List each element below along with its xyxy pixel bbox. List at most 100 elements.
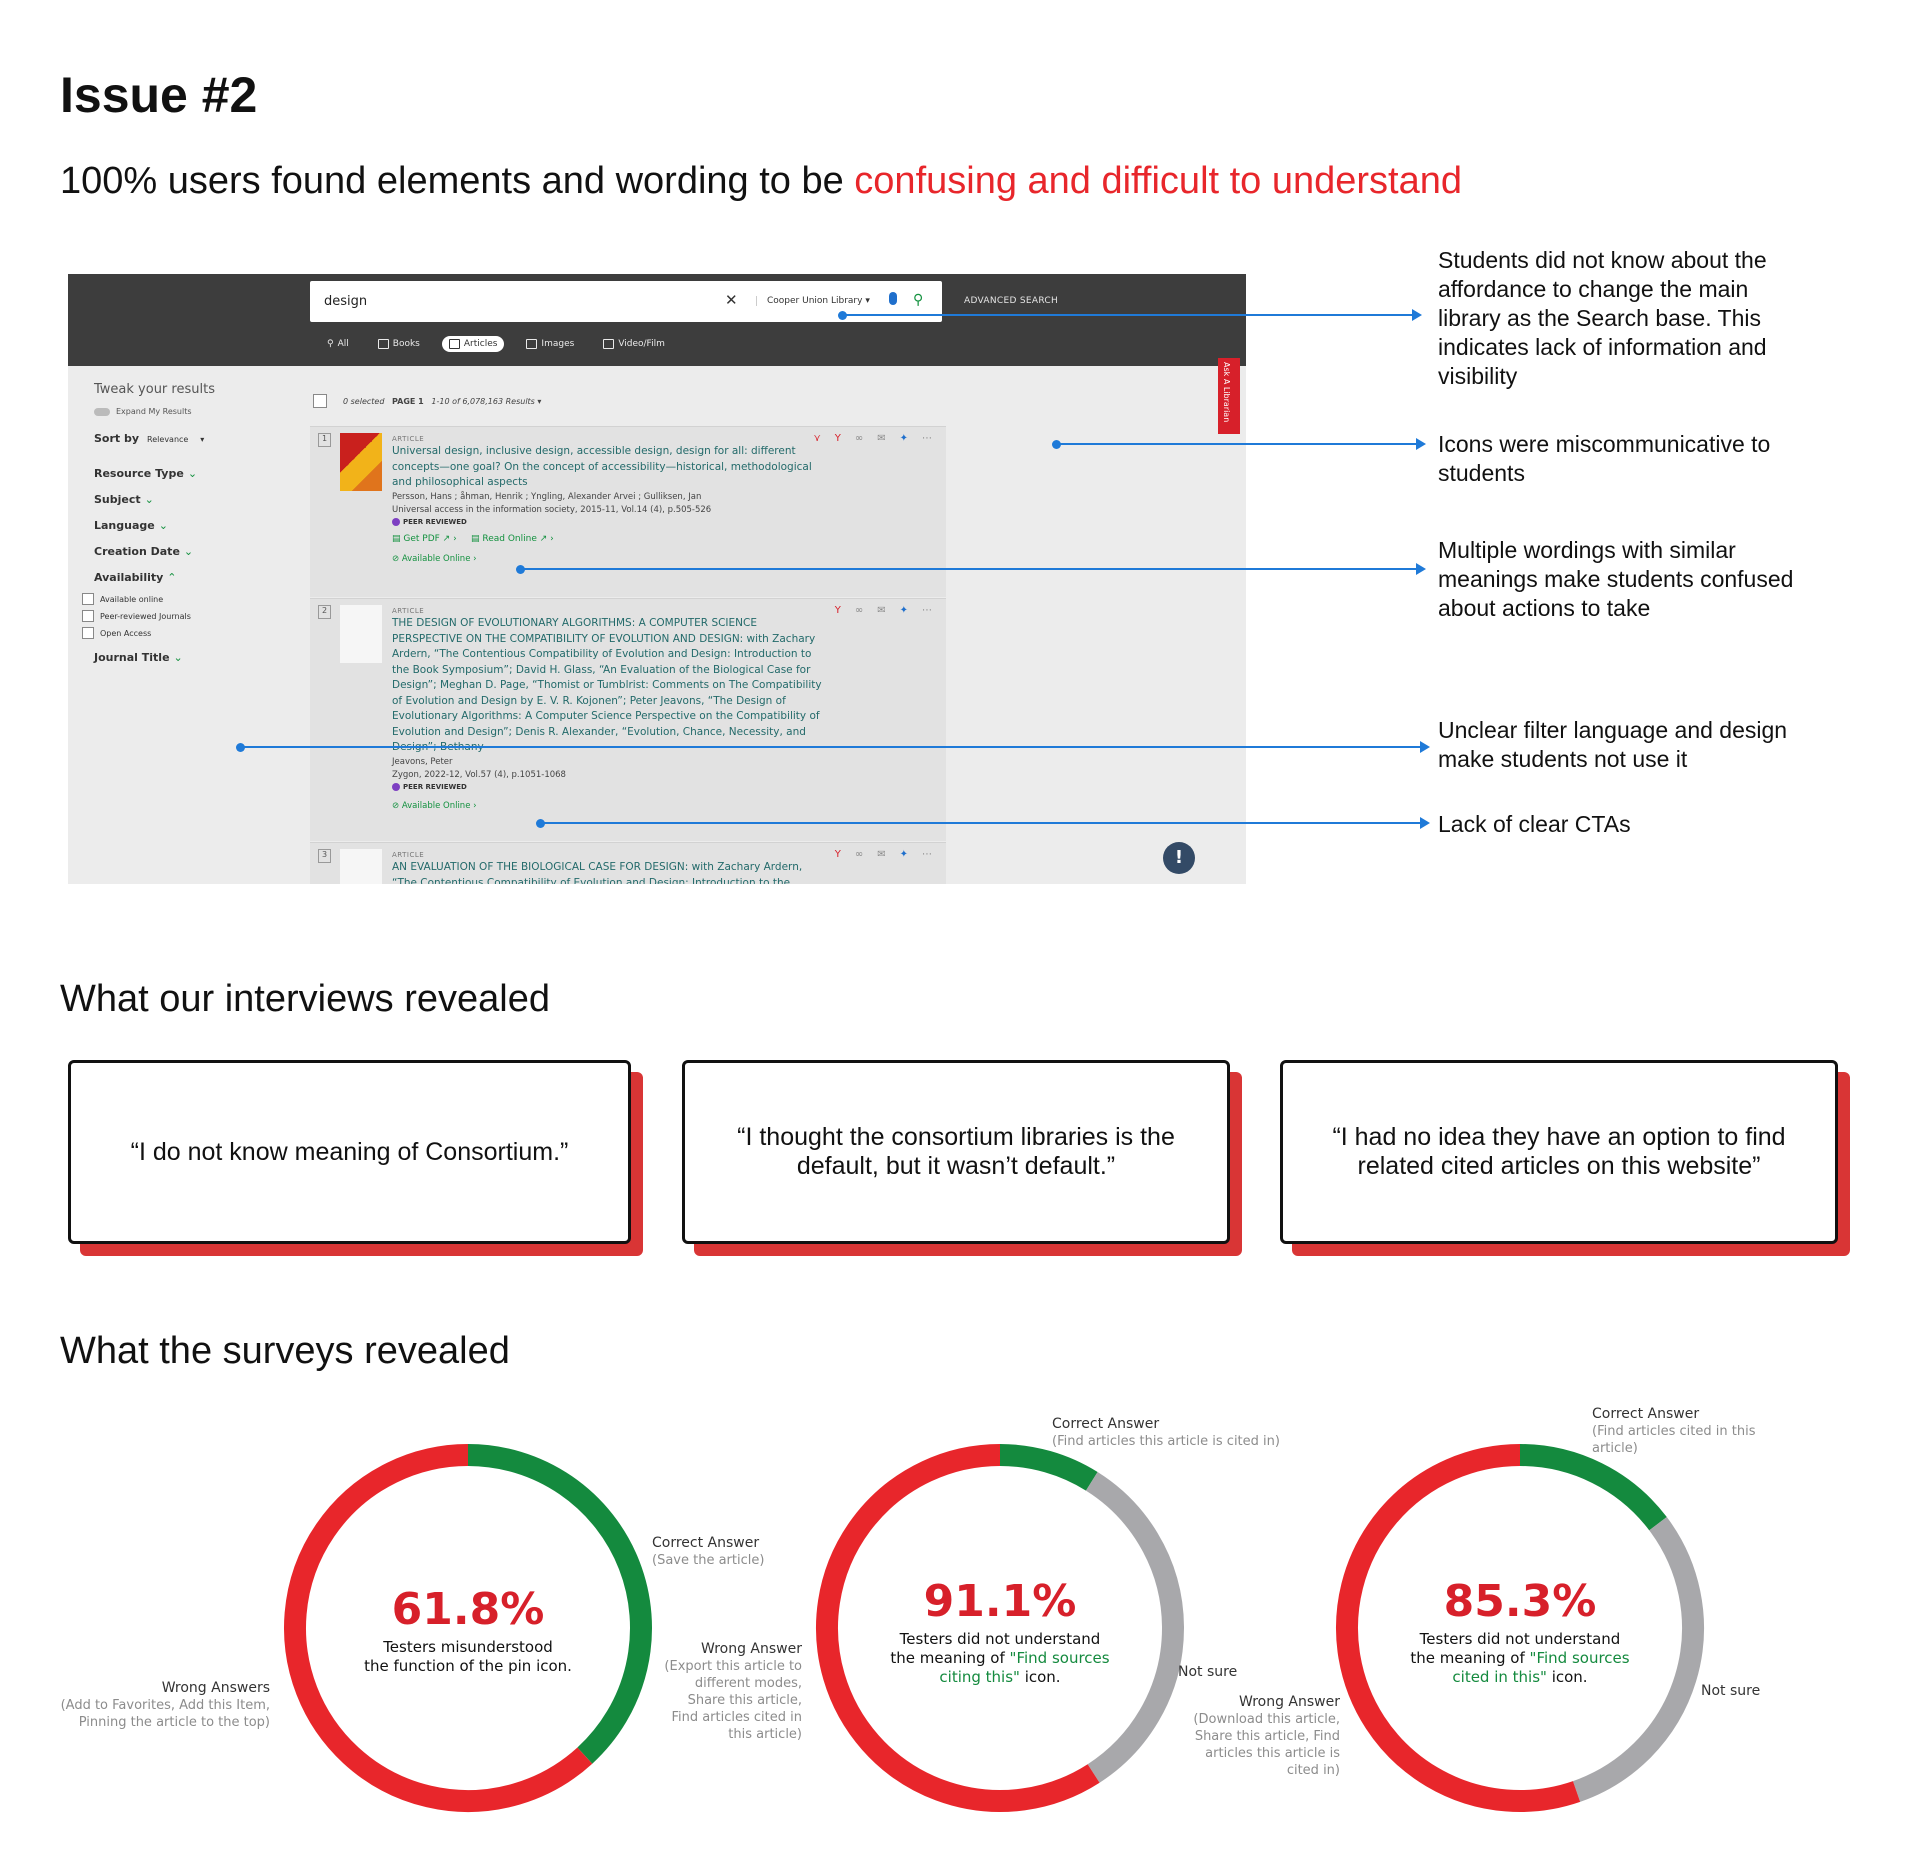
donut-chart-citing-icon xyxy=(816,1444,1184,1812)
annotation-note: Unclear filter language and design make … xyxy=(1438,717,1788,772)
feedback-button[interactable]: ! xyxy=(1163,842,1195,874)
tab-all[interactable]: ⚲ All xyxy=(320,336,356,352)
result-title[interactable]: Universal design, inclusive design, acce… xyxy=(392,445,812,488)
desc-line: the meaning of xyxy=(890,1649,1010,1667)
select-all-checkbox[interactable] xyxy=(313,394,327,408)
citing-icon[interactable]: Y xyxy=(834,605,841,616)
microphone-icon[interactable] xyxy=(889,292,897,305)
annotation-note: Students did not know about the affordan… xyxy=(1438,247,1767,389)
desc-line: icon. xyxy=(1019,1668,1061,1686)
tab-articles[interactable]: Articles xyxy=(441,336,505,352)
close-icon[interactable]: ✕ xyxy=(725,291,738,309)
result-thumbnail[interactable] xyxy=(340,433,382,491)
more-icon[interactable]: ⋯ xyxy=(922,433,932,444)
filter-peer-reviewed[interactable]: Peer-reviewed Journals xyxy=(82,610,215,622)
label-title: Correct Answer xyxy=(1592,1406,1700,1422)
video-icon xyxy=(603,339,615,349)
email-icon[interactable]: ✉ xyxy=(877,605,886,616)
facet-journal-title[interactable]: Journal Title ⌄ xyxy=(94,651,215,664)
filter-open-access[interactable]: Open Access xyxy=(82,627,215,639)
book-icon xyxy=(377,339,389,349)
sort-by[interactable]: Sort by Relevance ▾ xyxy=(94,432,215,445)
citing-icon[interactable]: Y xyxy=(834,849,841,860)
pin-icon[interactable]: ✦ xyxy=(899,605,908,616)
ask-librarian-button[interactable]: Ask A Librarian xyxy=(1218,358,1240,434)
tab-images[interactable]: Images xyxy=(519,336,581,352)
result-actions: Y ∞ ✉ ✦ ⋯ xyxy=(835,849,932,860)
search-icon: ⚲ xyxy=(327,339,334,349)
facet-availability[interactable]: Availability ⌃ xyxy=(94,571,215,584)
more-icon[interactable]: ⋯ xyxy=(922,605,932,616)
facet-resource-type[interactable]: Resource Type ⌄ xyxy=(94,467,215,480)
search-icon[interactable]: ⚲ xyxy=(913,292,924,308)
label-title: Wrong Answer xyxy=(700,1641,802,1657)
result-count[interactable]: 1-10 of 6,078,163 Results xyxy=(431,397,535,406)
annotation-connector xyxy=(536,817,1430,829)
label-wrong-answer: Wrong Answer (Download this article, Shar… xyxy=(1180,1694,1340,1779)
donut-description: Testers misunderstood the function of the… xyxy=(330,1638,606,1676)
read-online-link[interactable]: ▤ Read Online ↗ › xyxy=(471,533,554,544)
result-title[interactable]: THE DESIGN OF EVOLUTIONARY ALGORITHMS: A… xyxy=(392,617,822,753)
result-card[interactable]: 1 ⋎ Y ∞ ✉ ✦ ⋯ ARTICLE Universal design, inclu… xyxy=(310,426,946,597)
toggle-icon[interactable] xyxy=(94,407,110,416)
annotation-note: Icons were miscommunicative to students xyxy=(1438,431,1771,486)
pin-icon[interactable]: ✦ xyxy=(899,849,908,860)
donut-chart-cited-icon xyxy=(1336,1444,1704,1812)
tab-video[interactable]: Video/Film xyxy=(596,336,672,352)
result-source: Zygon, 2022-12, Vol.57 (4), p.1051-1068 xyxy=(392,769,566,780)
facet-subject[interactable]: Subject ⌄ xyxy=(94,493,215,506)
get-pdf-label: Get PDF xyxy=(403,533,440,544)
link-icon[interactable]: ∞ xyxy=(854,433,864,444)
checkbox[interactable] xyxy=(82,593,94,605)
more-icon[interactable]: ⋯ xyxy=(922,849,932,860)
quote-text: “I had no idea they have an option to fi… xyxy=(1280,1060,1838,1244)
facet-language[interactable]: Language ⌄ xyxy=(94,519,215,532)
annotation-connector xyxy=(516,563,1426,575)
library-scope-dropdown[interactable]: Cooper Union Library ▾ xyxy=(756,296,870,306)
email-icon[interactable]: ✉ xyxy=(877,433,886,444)
facet-creation-date[interactable]: Creation Date ⌄ xyxy=(94,545,215,558)
result-type: ARTICLE xyxy=(392,851,425,859)
available-online-link[interactable]: ⊘ Available Online › xyxy=(392,800,477,811)
interviews-heading: What our interviews revealed xyxy=(60,978,550,1020)
sort-label: Sort by xyxy=(94,432,140,445)
desc-line: Testers did not understand xyxy=(1419,1630,1621,1648)
tab-books[interactable]: Books xyxy=(371,336,427,352)
ask-librarian-label: Ask A Librarian xyxy=(1222,362,1231,423)
result-authors: Jeavons, Peter xyxy=(392,756,453,767)
cited-by-icon[interactable]: ⋎ xyxy=(813,433,821,444)
available-online-link[interactable]: ⊘ Available Online › xyxy=(392,553,477,564)
get-pdf-link[interactable]: ▤ Get PDF ↗ › xyxy=(392,533,457,544)
result-thumbnail[interactable] xyxy=(340,849,382,884)
checkbox[interactable] xyxy=(82,610,94,622)
chevron-down-icon: ⌄ xyxy=(158,519,168,532)
sort-value[interactable]: Relevance xyxy=(147,435,189,444)
citing-icon[interactable]: Y xyxy=(834,433,841,444)
checkbox[interactable] xyxy=(82,627,94,639)
quote-text: “I do not know meaning of Consortium.” xyxy=(68,1060,631,1244)
search-bar[interactable]: design ✕ Cooper Union Library ▾ ⚲ xyxy=(310,281,942,322)
facet-label: Journal Title xyxy=(94,651,170,664)
result-card[interactable]: 3 Y ∞ ✉ ✦ ⋯ ARTICLE AN EVALUATION OF THE BIO… xyxy=(310,842,946,884)
email-icon[interactable]: ✉ xyxy=(877,849,886,860)
result-number: 2 xyxy=(318,605,331,619)
result-card[interactable]: 2 Y ∞ ✉ ✦ ⋯ ARTICLE THE DESIGN OF EVOLUTIONA… xyxy=(310,598,946,841)
filter-available-online[interactable]: Available online xyxy=(82,593,215,605)
tab-label: Images xyxy=(541,339,575,349)
advanced-search-link[interactable]: ADVANCED SEARCH xyxy=(964,296,1059,306)
label-detail: (Find articles cited in this article) xyxy=(1592,1424,1756,1456)
result-thumbnail[interactable] xyxy=(340,605,382,663)
expand-results-toggle[interactable]: Expand My Results xyxy=(94,407,215,416)
link-icon[interactable]: ∞ xyxy=(854,849,864,860)
issue-subtitle: 100% users found elements and wording to… xyxy=(60,160,1462,203)
search-input[interactable]: design xyxy=(324,294,368,309)
link-icon[interactable]: ∞ xyxy=(854,605,864,616)
label-not-sure: Not sure xyxy=(1701,1683,1761,1699)
pin-icon[interactable]: ✦ xyxy=(899,433,908,444)
page-label: PAGE 1 xyxy=(392,397,424,406)
facet-label: Resource Type xyxy=(94,467,184,480)
label-title: Correct Answer xyxy=(1052,1416,1160,1432)
result-title[interactable]: AN EVALUATION OF THE BIOLOGICAL CASE FOR… xyxy=(392,861,803,884)
result-actions: ⋎ Y ∞ ✉ ✦ ⋯ xyxy=(813,433,932,444)
tab-label: Articles xyxy=(463,339,498,349)
